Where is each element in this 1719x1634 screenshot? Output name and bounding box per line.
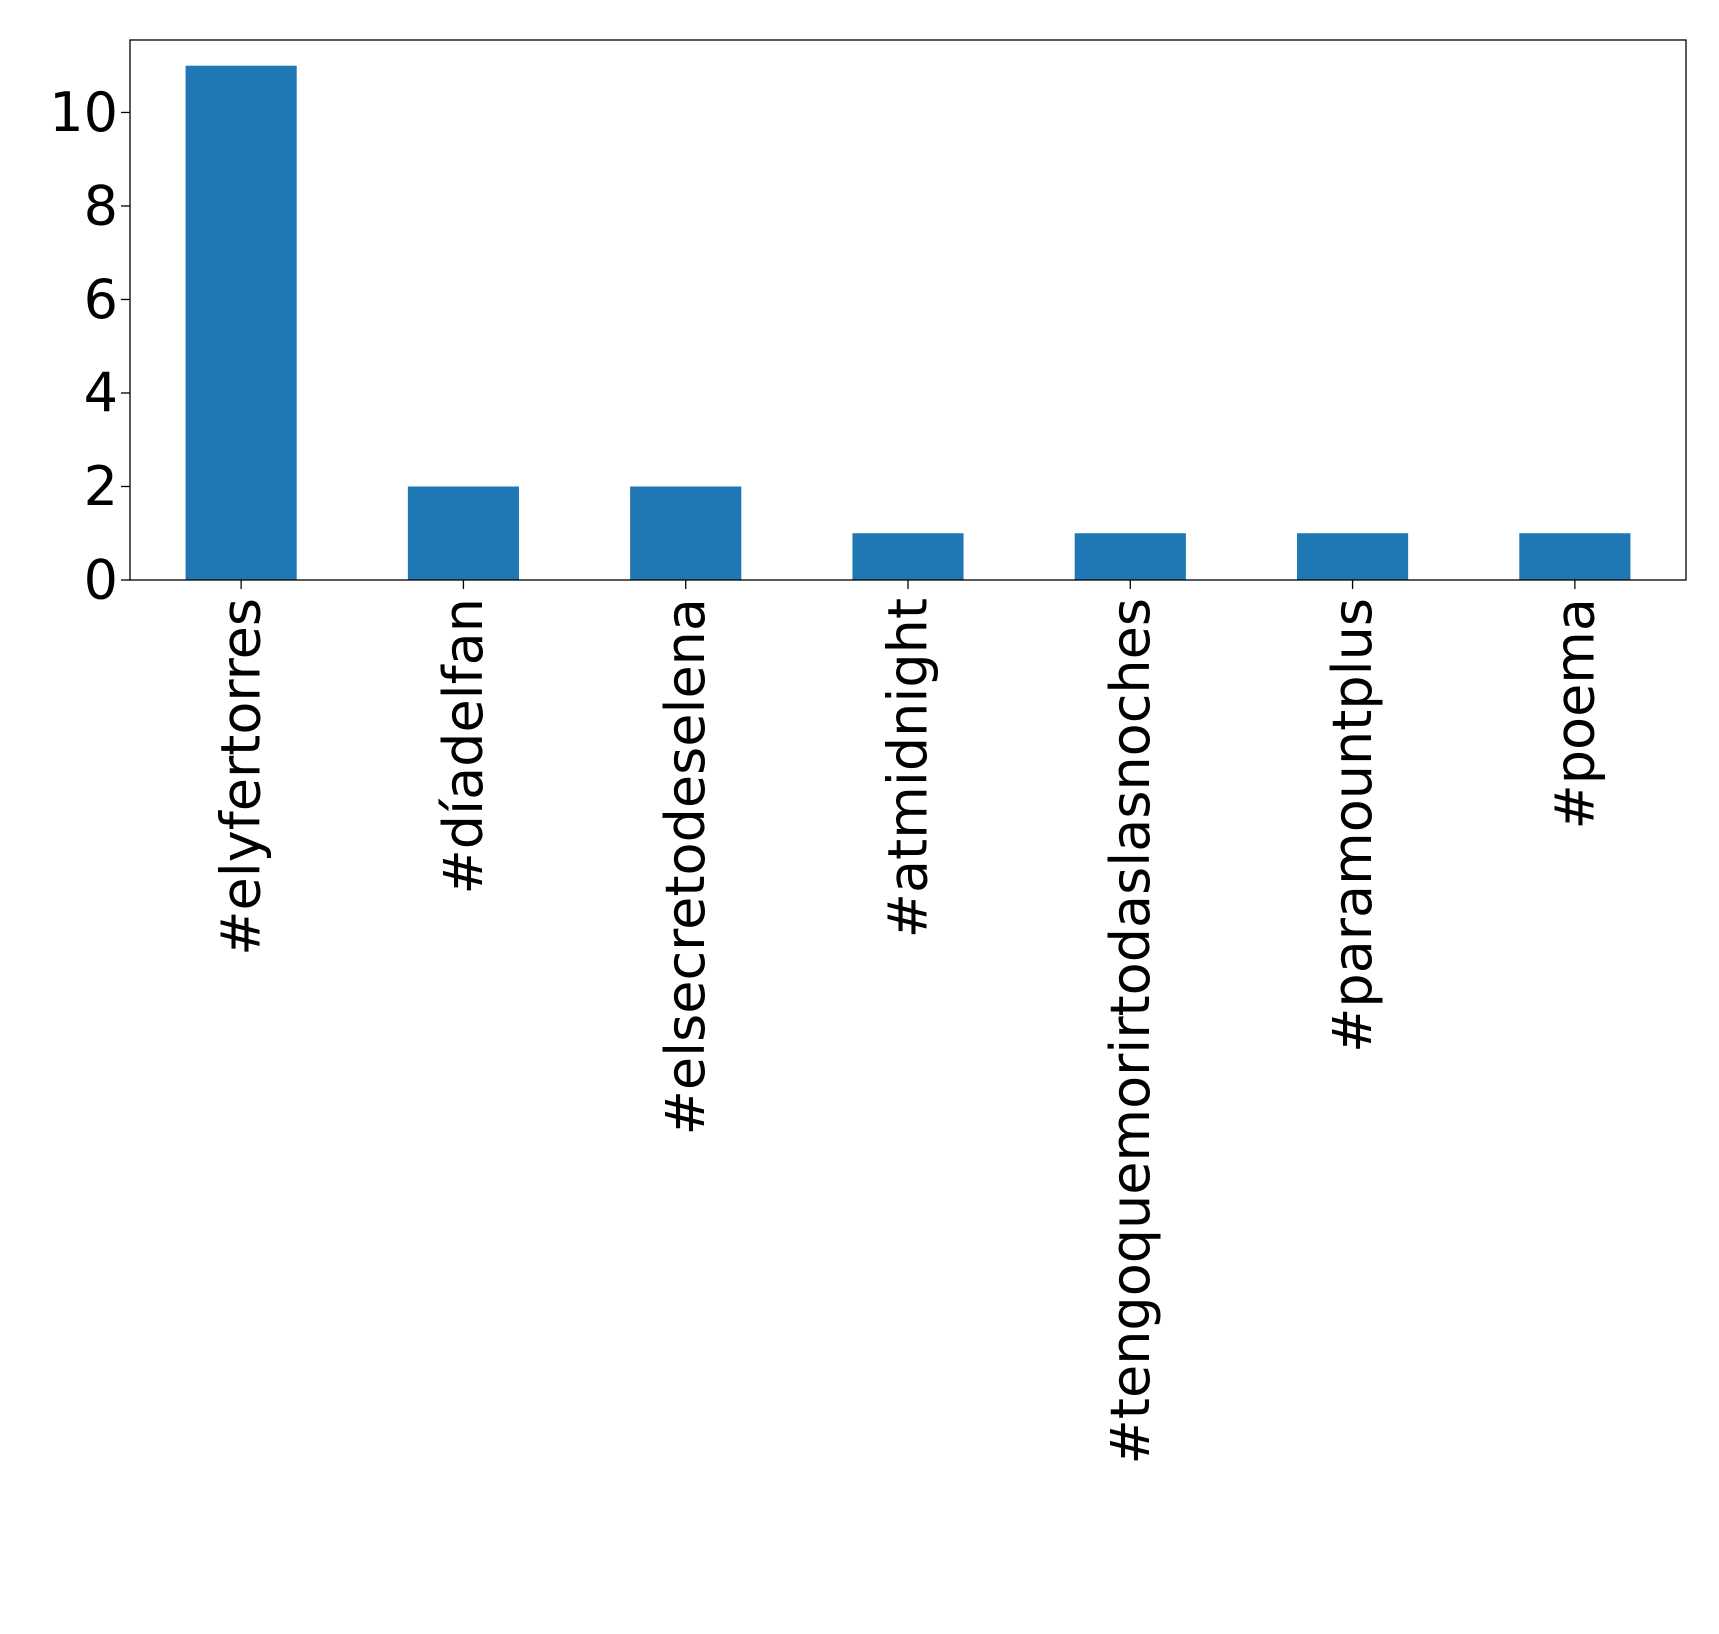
plot-frame <box>129 39 1687 581</box>
x-tick-label-3: #atmidnight <box>877 598 940 938</box>
bar-3 <box>852 533 964 580</box>
y-tick-label-0: 0 <box>84 549 118 612</box>
y-ticks-layer: 0 2 4 6 8 10 <box>49 81 130 612</box>
bar-1 <box>407 486 519 580</box>
x-ticks-layer: #elyfertorres #díadelfan #elsecretodeselen… <box>210 580 1606 1464</box>
x-tick-label-6: #poema <box>1543 598 1606 829</box>
x-tick-label-1: #díadelfan <box>432 598 495 894</box>
bar-0 <box>185 65 297 580</box>
bar-2 <box>630 486 742 580</box>
bar-5 <box>1297 533 1409 580</box>
bars-layer <box>185 65 1631 580</box>
x-tick-label-0: #elyfertorres <box>210 598 273 956</box>
y-tick-label-1: 2 <box>84 455 118 518</box>
y-tick-label-3: 6 <box>84 268 118 331</box>
bar-4 <box>1074 533 1186 580</box>
x-tick-label-2: #elsecretodeselena <box>654 598 717 1135</box>
y-tick-label-5: 10 <box>49 81 118 144</box>
x-tick-label-4: #tengoquemorirtodaslasnoches <box>1099 598 1162 1464</box>
y-tick-label-2: 4 <box>84 361 118 424</box>
y-tick-label-4: 8 <box>84 174 118 237</box>
x-tick-label-5: #paramountplus <box>1321 598 1384 1053</box>
bar-6 <box>1519 533 1631 580</box>
